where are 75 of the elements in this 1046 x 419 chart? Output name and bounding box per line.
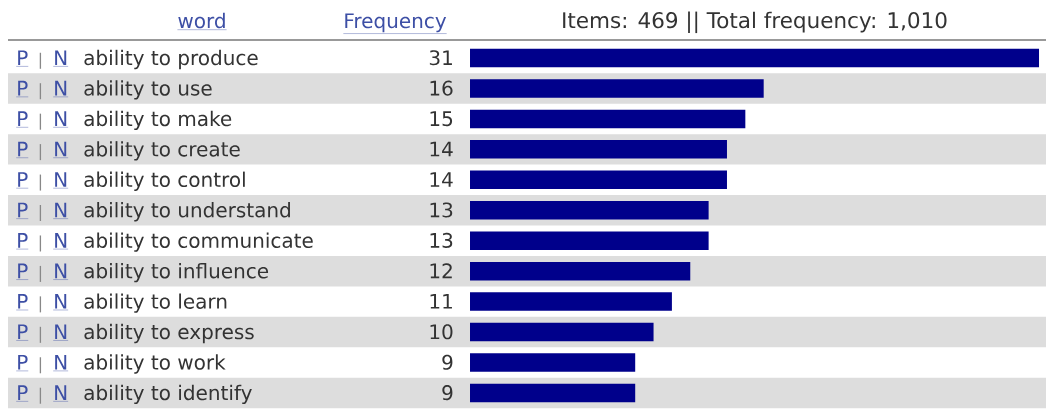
bar bbox=[470, 261, 691, 281]
bar bbox=[470, 140, 727, 159]
text: | bbox=[39, 52, 42, 69]
text: N bbox=[55, 294, 67, 309]
data-label: 13 bbox=[430, 232, 453, 248]
data-label: 13 bbox=[430, 202, 453, 218]
bar bbox=[470, 353, 636, 372]
text: N bbox=[55, 111, 67, 126]
bar bbox=[470, 322, 654, 342]
text: N bbox=[55, 50, 67, 65]
data-label: 31 bbox=[429, 50, 452, 66]
y-tick-label: ability to learn bbox=[84, 293, 227, 313]
bar bbox=[470, 109, 746, 129]
bar bbox=[470, 292, 672, 311]
y-tick-label: ability to control bbox=[84, 171, 245, 191]
y-tick-label: ability to create bbox=[84, 141, 240, 161]
text: | bbox=[39, 174, 42, 191]
y-tick-label: ability to understand bbox=[84, 202, 290, 222]
text: | bbox=[39, 296, 42, 313]
y-axis-title: word bbox=[178, 12, 225, 29]
data-label: 10 bbox=[430, 324, 453, 340]
text: N bbox=[55, 354, 67, 370]
text: N bbox=[55, 385, 67, 400]
text: P bbox=[18, 50, 28, 65]
bar bbox=[470, 79, 764, 98]
data-label: 15 bbox=[430, 111, 453, 127]
text: P bbox=[18, 263, 28, 279]
y-tick-label: ability to make bbox=[84, 110, 232, 131]
text: P bbox=[18, 141, 28, 157]
text: N bbox=[55, 80, 67, 96]
data-label: 14 bbox=[430, 141, 453, 157]
text: P bbox=[18, 202, 28, 218]
bar bbox=[470, 231, 709, 250]
text: P bbox=[18, 111, 28, 126]
text: P bbox=[18, 294, 28, 309]
bar bbox=[470, 48, 1040, 68]
text: | bbox=[39, 326, 42, 343]
y-tick-label: ability to express bbox=[84, 323, 254, 344]
text: | bbox=[39, 144, 42, 161]
text: P bbox=[18, 172, 28, 187]
text: N bbox=[55, 141, 67, 157]
data-label: 9 bbox=[442, 354, 453, 370]
y-tick-label: ability to communicate bbox=[84, 232, 313, 252]
data-label: 9 bbox=[442, 385, 453, 401]
data-label: 16 bbox=[430, 80, 453, 96]
text: | bbox=[39, 83, 42, 100]
text: | bbox=[39, 235, 42, 252]
text: N bbox=[55, 324, 67, 340]
y-tick-label: ability to influence bbox=[84, 262, 269, 283]
text: N bbox=[55, 263, 67, 279]
chart-title: Items: 469 || Total frequency: 1,010 bbox=[563, 11, 947, 34]
x-axis-title: Frequency bbox=[345, 13, 447, 33]
data-label: 11 bbox=[430, 294, 452, 309]
text: P bbox=[18, 233, 28, 248]
text: N bbox=[55, 233, 67, 248]
text: N bbox=[55, 172, 67, 187]
text: P bbox=[18, 354, 28, 370]
text: | bbox=[39, 387, 42, 404]
text: P bbox=[18, 80, 28, 96]
text: P bbox=[18, 324, 28, 340]
text: | bbox=[39, 205, 42, 222]
text: | bbox=[39, 265, 42, 282]
text: N bbox=[55, 202, 67, 218]
data-label: 12 bbox=[430, 263, 452, 279]
y-tick-label: ability to identify bbox=[84, 384, 252, 405]
bar bbox=[470, 201, 709, 220]
text: | bbox=[39, 357, 42, 374]
y-tick-label: ability to use bbox=[84, 80, 212, 100]
data-label: 14 bbox=[430, 172, 453, 187]
text: P bbox=[18, 385, 28, 400]
y-tick-label: ability to work bbox=[84, 354, 226, 374]
y-tick-label: ability to produce bbox=[84, 49, 258, 70]
text: | bbox=[39, 113, 42, 130]
bar bbox=[470, 170, 727, 190]
bar bbox=[470, 383, 636, 403]
